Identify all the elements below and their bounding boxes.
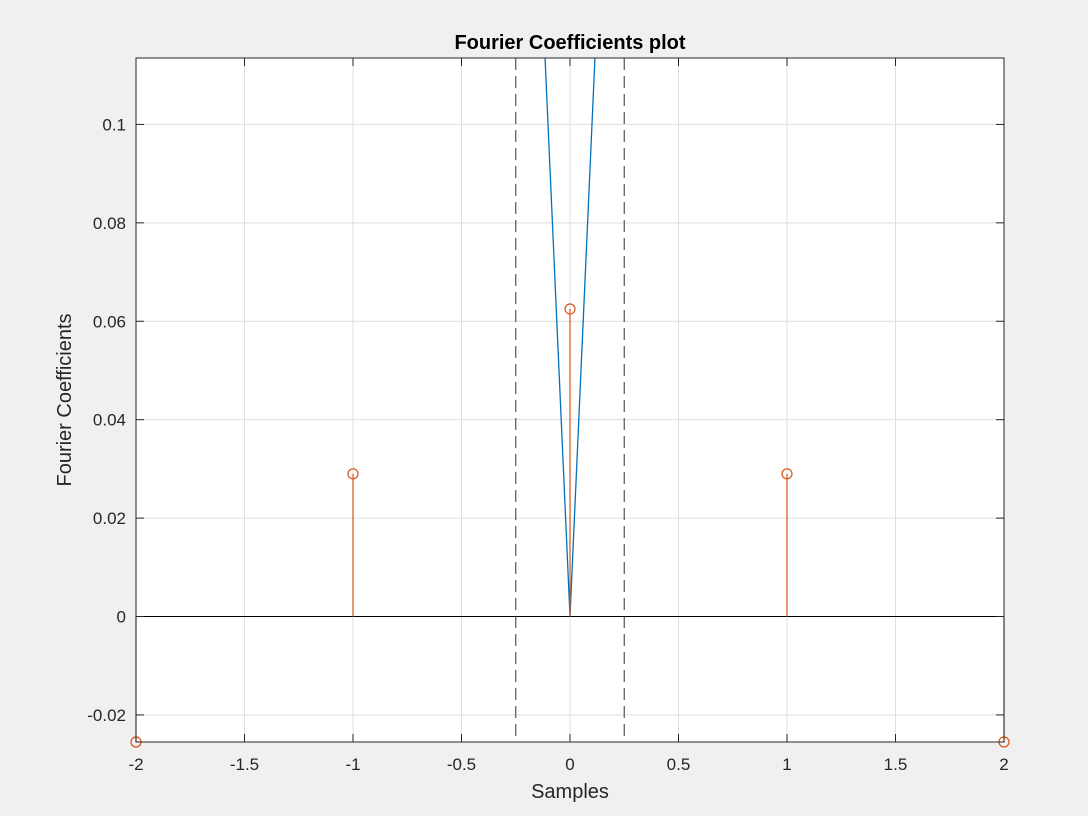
x-tick-label: 2 [999, 755, 1008, 774]
y-axis-label: Fourier Coefficients [54, 313, 76, 486]
dashed-lines [515, 58, 625, 742]
x-tick-label: 0 [565, 755, 574, 774]
y-tick-label: 0.04 [93, 411, 126, 430]
x-tick-label: -0.5 [447, 755, 476, 774]
y-tick-label: 0 [117, 608, 126, 627]
stem-marker [347, 468, 359, 480]
y-tick-label: 0.08 [93, 214, 126, 233]
stem-marker [781, 468, 793, 480]
x-tick-label: -2 [128, 755, 143, 774]
y-tick-label: 0.1 [102, 115, 126, 134]
x-tick-label: 1 [782, 755, 791, 774]
y-tick-label: -0.02 [87, 706, 126, 725]
chart-title: Fourier Coefficients plot [454, 32, 685, 54]
stem-marker [564, 303, 576, 315]
x-tick-label: -1 [345, 755, 360, 774]
x-tick-label: 0.5 [667, 755, 691, 774]
y-tick-labels: -0.02 0 0.02 0.04 0.06 0.08 0.1 [87, 115, 126, 725]
y-tick-label: 0.06 [93, 312, 126, 331]
y-tick-label: 0.02 [93, 509, 126, 528]
x-tick-label: 1.5 [884, 755, 908, 774]
tick-marks [135, 58, 1005, 742]
x-tick-labels: -2 -1.5 -1 -0.5 0 0.5 1 1.5 2 [128, 755, 1008, 774]
x-axis-label: Samples [531, 781, 609, 803]
x-tick-label: -1.5 [230, 755, 259, 774]
